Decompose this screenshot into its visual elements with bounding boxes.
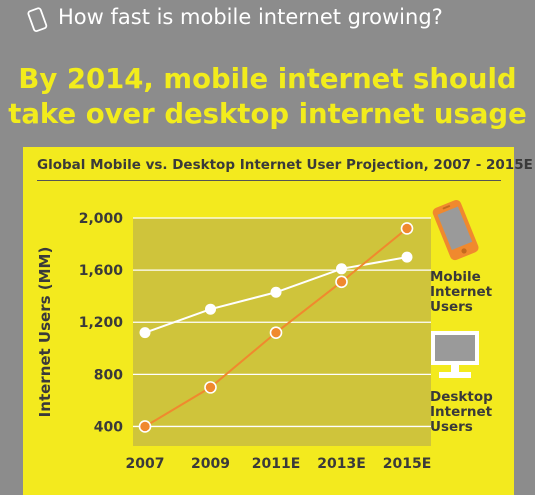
headline: By 2014, mobile internet should take ove… <box>0 62 535 132</box>
headline-line-2: take over desktop internet usage <box>8 98 527 130</box>
x-tick-label: 2011E <box>252 456 301 472</box>
header: How fast is mobile internet growing? <box>0 0 535 40</box>
y-tick-label: 1,200 <box>79 315 124 331</box>
mobile-data-point <box>138 420 152 433</box>
chart-title: Global Mobile vs. Desktop Internet User … <box>37 157 533 173</box>
y-tick-label: 2,000 <box>79 211 124 227</box>
x-tick-label: 2015E <box>383 456 432 472</box>
y-tick-labels: 400 800 1,200 1,600 2,000 <box>79 211 124 435</box>
chart-title-divider <box>37 180 501 181</box>
desktop-data-point <box>270 286 282 298</box>
smartphone-outline-icon <box>27 7 48 32</box>
headline-line-1: By 2014, mobile internet should <box>18 63 517 95</box>
smartphone-icon <box>432 200 479 261</box>
page-title: How fast is mobile internet growing? <box>58 5 443 29</box>
y-axis-label: Internet Users (MM) <box>36 247 54 418</box>
series-lines <box>138 222 414 433</box>
chart-panel: Global Mobile vs. Desktop Internet User … <box>23 147 533 495</box>
y-tick-label: 1,600 <box>79 263 124 279</box>
mobile-data-point <box>335 275 348 289</box>
x-tick-label: 2013E <box>317 456 366 472</box>
desktop-data-point <box>401 251 413 263</box>
y-tick-label: 800 <box>94 367 123 383</box>
legend-desktop-label: Desktop Internet Users <box>430 389 493 435</box>
gridlines <box>133 217 431 428</box>
x-tick-label: 2007 <box>126 456 165 472</box>
desktop-data-point <box>205 303 216 315</box>
legend-mobile-label: Mobile Internet Users <box>430 269 493 315</box>
desktop-data-point <box>139 327 151 339</box>
y-tick-label: 400 <box>94 419 123 435</box>
desktop-data-point <box>336 263 347 275</box>
line-chart: 400 800 1,200 1,600 2,000 2007 2009 2011E 2013E… <box>36 211 432 472</box>
mobile-data-point <box>269 326 283 339</box>
desktop-computer-icon <box>431 331 479 378</box>
mobile-data-point <box>400 222 414 235</box>
x-tick-labels: 2007 2009 2011E 2013E 2015E <box>126 456 432 472</box>
mobile-data-point <box>204 381 217 394</box>
x-tick-label: 2009 <box>191 456 230 472</box>
